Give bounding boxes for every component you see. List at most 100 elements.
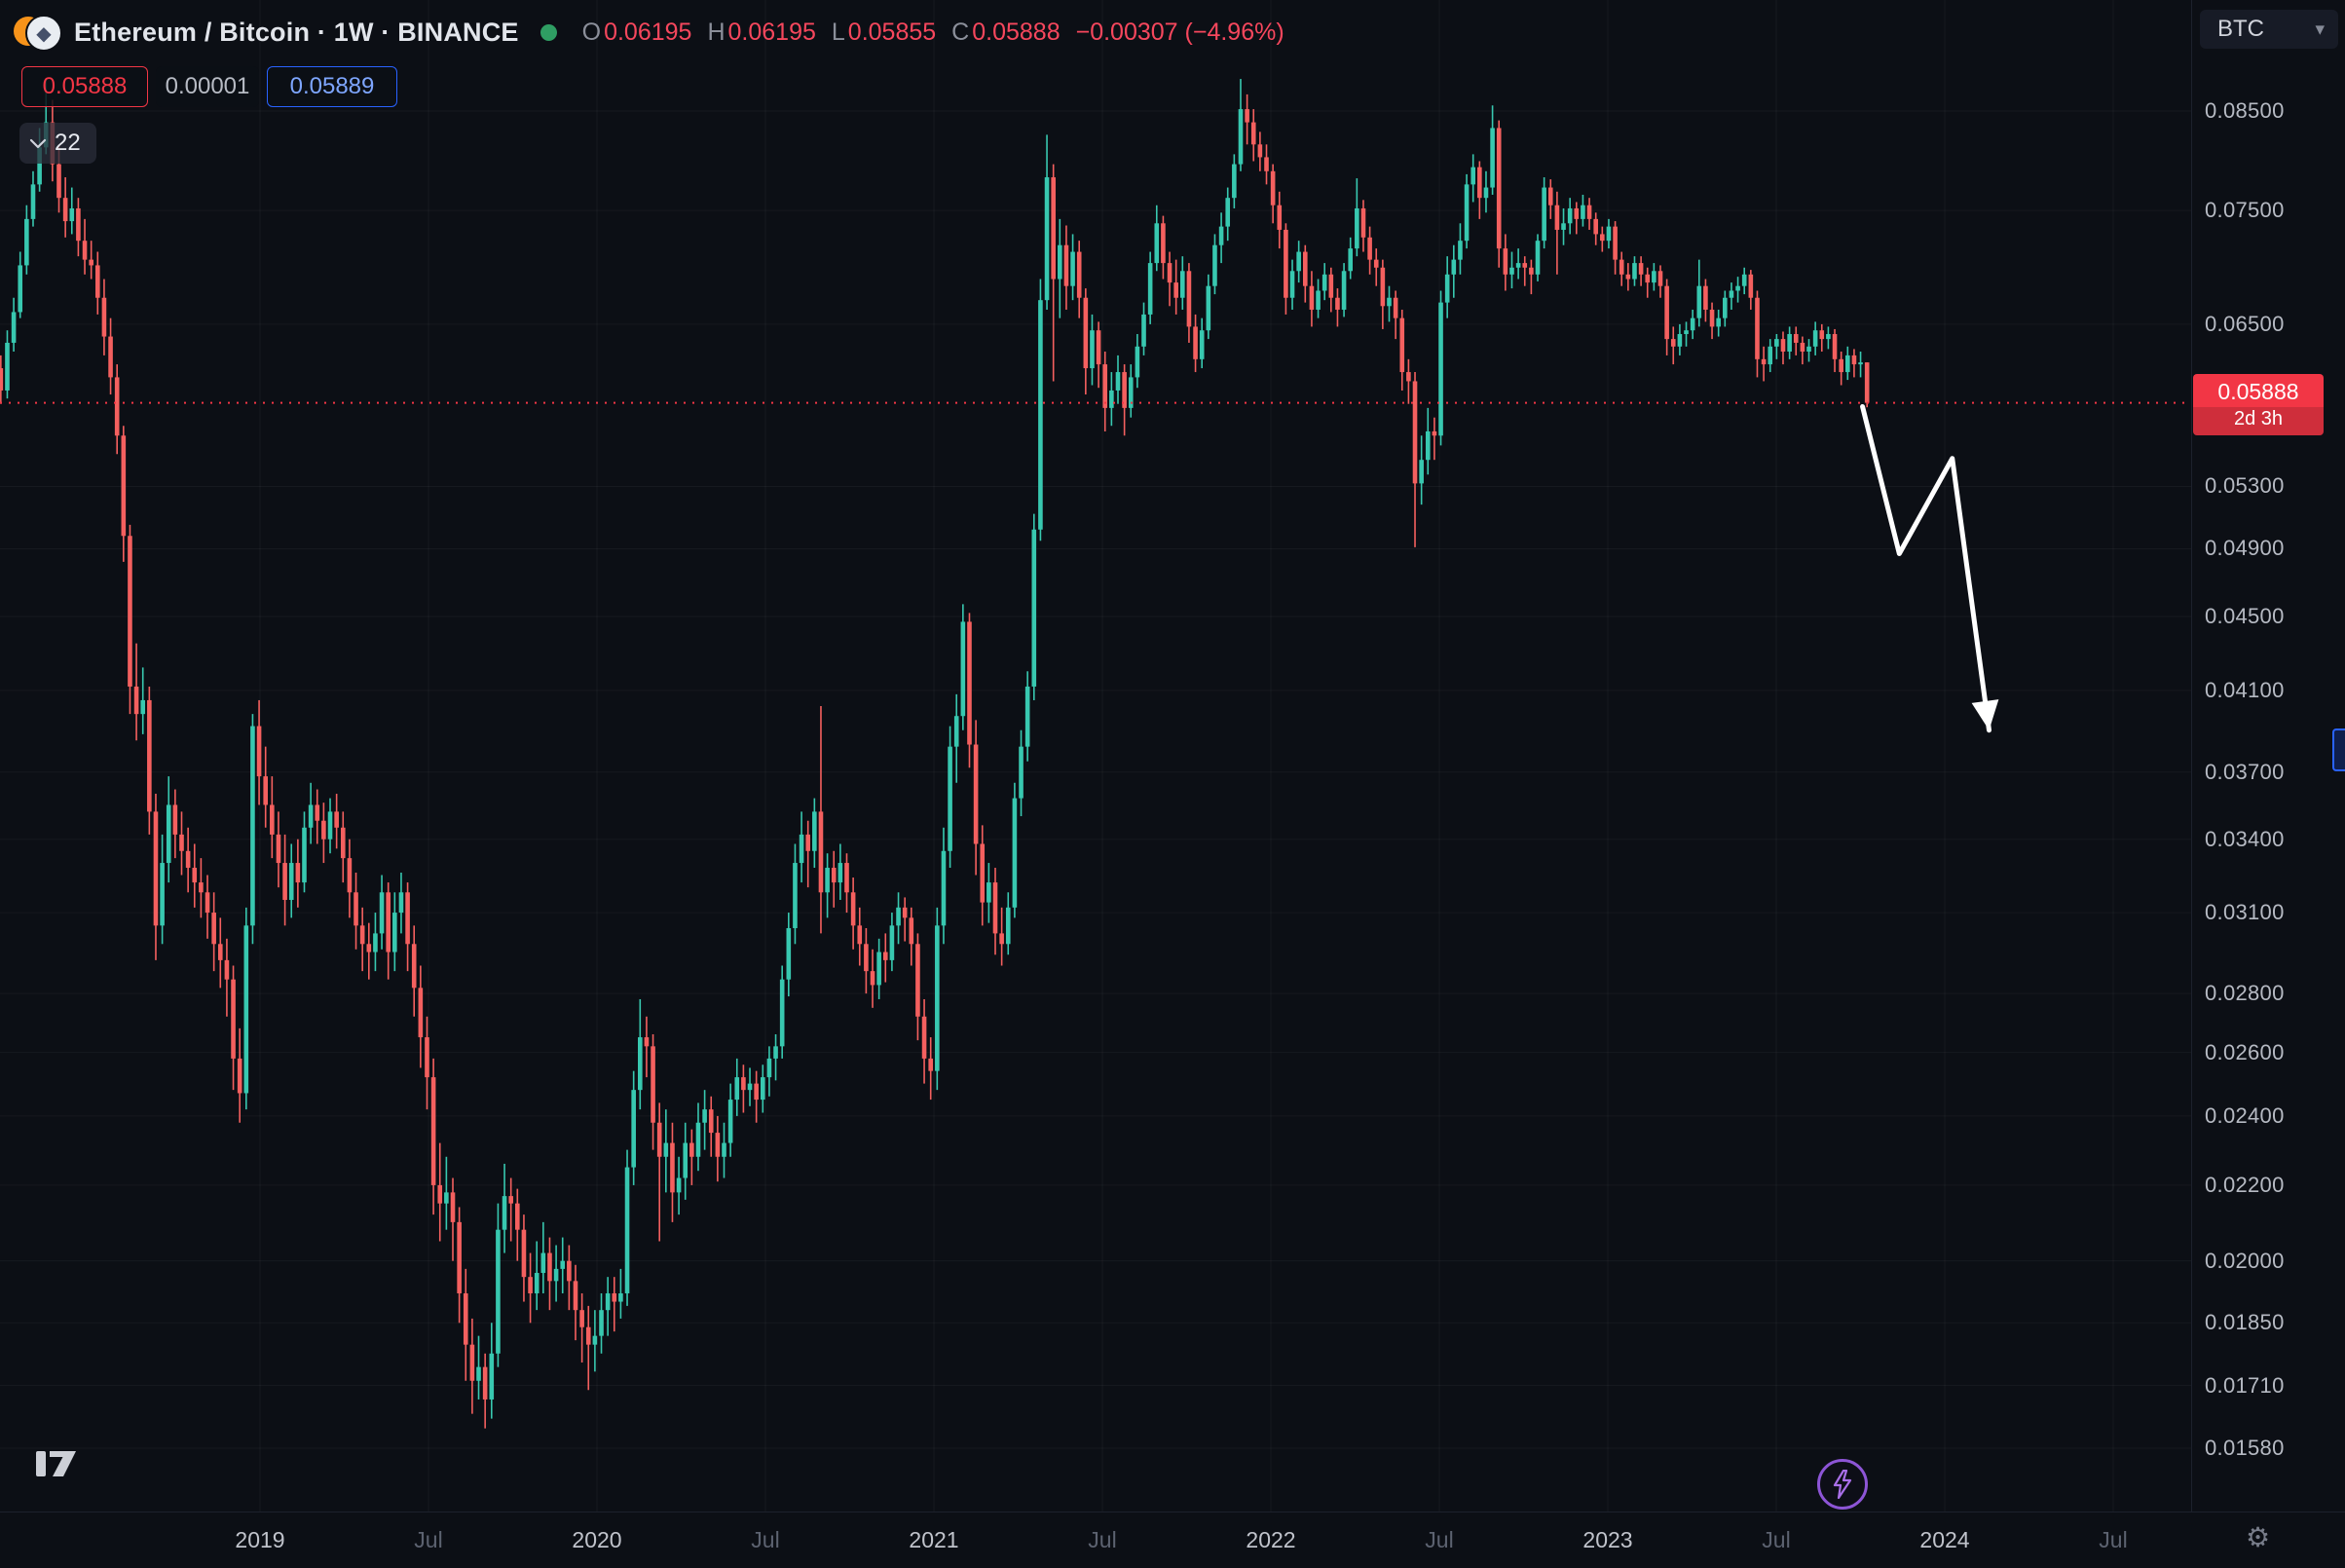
candle-body <box>1180 271 1185 298</box>
candle-body <box>276 834 281 864</box>
candle-body <box>1703 285 1708 310</box>
candle-body <box>457 1221 462 1293</box>
time-tick-label: 2019 <box>235 1527 285 1552</box>
trend-arrow-annotation[interactable] <box>1860 403 1992 733</box>
candle-body <box>1438 302 1443 436</box>
candle-body <box>857 925 863 945</box>
price-tick-label: 0.04100 <box>2205 677 2285 702</box>
candle-body <box>0 368 4 391</box>
time-tick-label: Jul <box>2099 1527 2128 1552</box>
candle-body <box>56 164 61 199</box>
candle-body <box>192 868 198 883</box>
candle-body <box>1167 263 1172 283</box>
candle-body <box>1393 297 1398 318</box>
candle-body <box>986 882 991 903</box>
candle-body <box>1399 317 1405 373</box>
candle-body <box>1844 355 1850 373</box>
candle-body <box>1800 342 1805 353</box>
candle-body <box>773 1046 778 1059</box>
candle-body <box>1490 128 1495 188</box>
candle-body <box>1058 244 1062 280</box>
candle-body <box>1109 390 1114 408</box>
candle-body <box>1355 207 1359 249</box>
currency-toggle-button[interactable]: BTC ▾ <box>2200 10 2338 49</box>
candle-body <box>1716 317 1721 327</box>
candle-body <box>960 621 966 717</box>
candle-body <box>676 1177 682 1193</box>
candle-body <box>1690 317 1695 331</box>
candle-body <box>1774 339 1779 347</box>
candle-body <box>1670 339 1676 347</box>
candle-body <box>270 804 275 835</box>
chevron-down-icon: ▾ <box>2315 19 2325 40</box>
candle-body <box>779 979 785 1047</box>
current-price-tag: 0.05888 2d 3h <box>2193 373 2324 435</box>
time-tick-label: Jul <box>414 1527 443 1552</box>
boost-lightning-icon[interactable] <box>1817 1459 1868 1510</box>
candle-body <box>1613 226 1618 260</box>
candle-body <box>172 804 178 835</box>
price-tick-label: 0.06500 <box>2205 311 2285 336</box>
candle-body <box>1051 177 1056 280</box>
candle-body <box>444 1192 449 1204</box>
candle-body <box>1083 297 1089 369</box>
candle-body <box>670 1142 675 1193</box>
candle-body <box>708 1109 714 1134</box>
candle-body <box>1380 267 1386 307</box>
settings-gear-icon[interactable]: ⚙ <box>2246 1522 2271 1552</box>
candle-body <box>715 1133 721 1157</box>
time-tick-label: 2021 <box>909 1527 959 1552</box>
candle-body <box>256 726 262 777</box>
candle-body <box>1729 290 1734 298</box>
candle-body <box>334 811 339 828</box>
candle-body <box>915 944 920 1017</box>
candle-body <box>302 827 307 883</box>
candle-body <box>82 241 88 260</box>
high-value: 0.06195 <box>727 18 816 46</box>
chart-pane[interactable] <box>0 0 2191 1512</box>
candle-body <box>1193 326 1198 359</box>
candle-body <box>1509 267 1514 275</box>
candle-body <box>114 377 120 436</box>
candle-body <box>825 868 830 893</box>
sell-button[interactable]: 0.05888 <box>21 66 148 107</box>
candle-body <box>1696 285 1702 318</box>
candle-body <box>702 1109 707 1123</box>
candle-body <box>540 1252 546 1274</box>
candle-body <box>101 297 107 337</box>
candle-body <box>1503 248 1508 275</box>
candle-body <box>418 988 424 1038</box>
candle-body <box>1458 241 1463 260</box>
candle-body <box>864 944 869 972</box>
candle-body <box>1515 263 1521 268</box>
candle-body <box>263 776 269 805</box>
buy-button[interactable]: 0.05889 <box>267 66 397 107</box>
price-tick-label: 0.08500 <box>2205 98 2285 123</box>
candle-body <box>1218 226 1224 245</box>
candle-body <box>882 952 888 960</box>
candle-body <box>1238 109 1244 165</box>
candle-body <box>1063 244 1069 286</box>
candle-body <box>992 882 998 934</box>
candle-body <box>1321 274 1327 291</box>
market-open-dot-icon[interactable] <box>540 23 557 41</box>
candle-body <box>1147 263 1153 315</box>
candle-body <box>935 925 940 1071</box>
candle-body <box>386 892 391 952</box>
tradingview-logo[interactable] <box>35 1443 78 1493</box>
price-scale[interactable]: BTC ▾ 0.05888 2d 3h 0.08500 0.07500 0.0650… <box>2191 0 2345 1512</box>
symbol-title[interactable]: Ethereum / Bitcoin · 1W · BINANCE <box>74 17 519 47</box>
candle-body <box>560 1260 566 1269</box>
objects-count-badge[interactable]: 22 <box>19 123 96 164</box>
candle-body <box>1819 330 1825 340</box>
candle-body <box>482 1366 488 1400</box>
candlestick-chart[interactable] <box>0 0 2191 1512</box>
candle-body <box>638 1037 643 1091</box>
candle-body <box>624 1167 630 1293</box>
candle-body <box>1412 381 1418 484</box>
symbol-icon[interactable]: ◆ <box>14 14 64 52</box>
candle-body <box>224 959 230 980</box>
time-scale[interactable]: ⚙ 2019 Jul 2020 Jul 2021 Jul 2022 Jul 2023 Jul 202… <box>0 1512 2345 1568</box>
candle-body <box>405 892 410 945</box>
candle-body <box>1425 430 1431 461</box>
